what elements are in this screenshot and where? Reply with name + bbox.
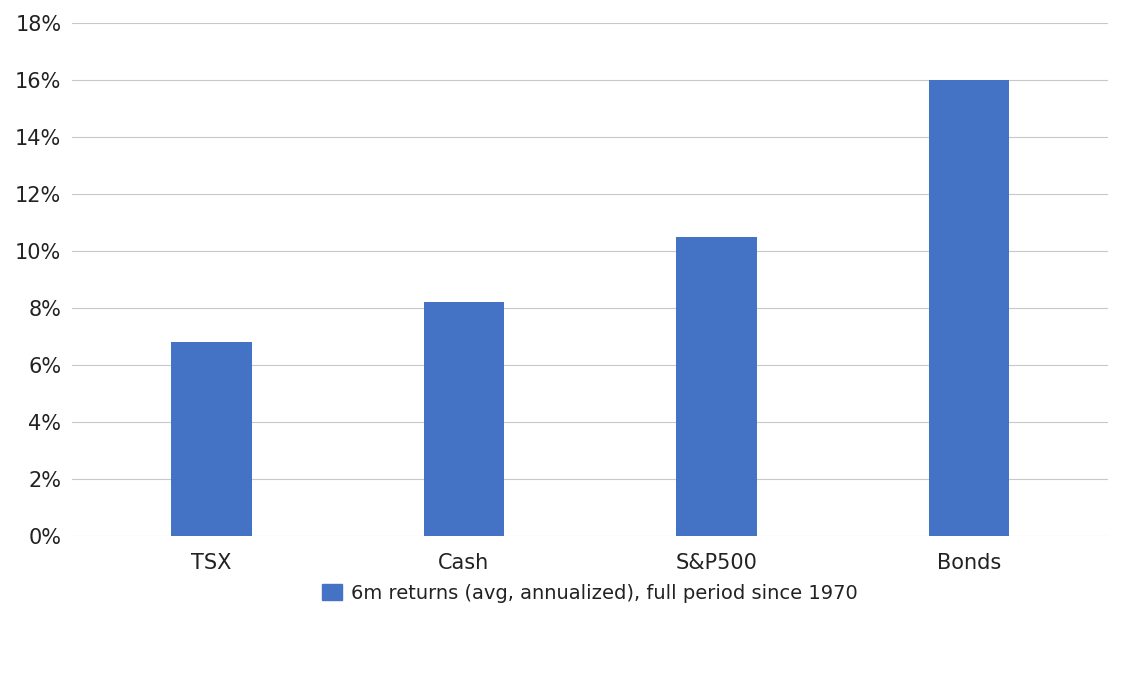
Bar: [929, 80, 1010, 536]
Bar: [171, 342, 252, 536]
Bar: [676, 237, 757, 536]
Bar: [423, 302, 504, 536]
Legend: 6m returns (avg, annualized), full period since 1970: 6m returns (avg, annualized), full perio…: [314, 576, 866, 611]
